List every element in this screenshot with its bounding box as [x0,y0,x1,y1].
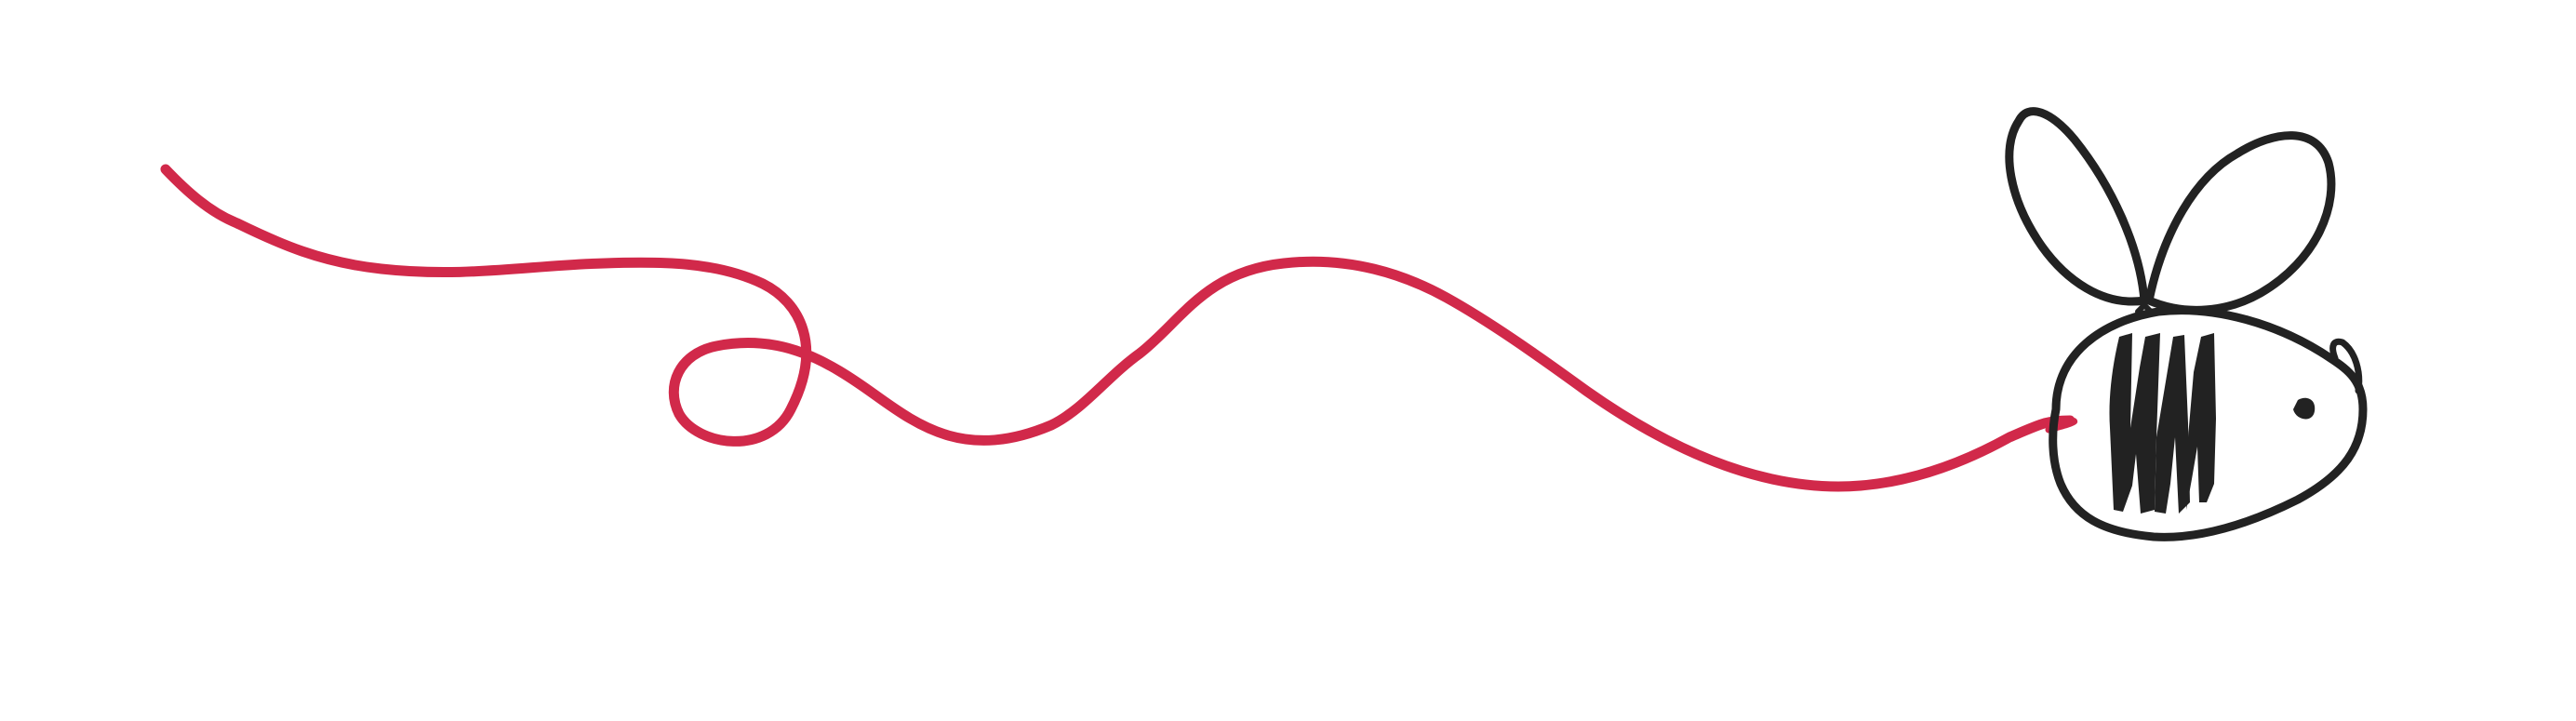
bee-stripes [2109,333,2216,514]
bee-right-wing [2144,131,2336,314]
bee-tail [2329,338,2363,394]
bee-icon [2005,107,2368,541]
bee-antennae [2135,302,2154,314]
bee-eye [2293,397,2316,420]
bee-stripe-3 [2186,333,2216,510]
flight-path-trail [160,164,2075,492]
bee-left-wing [2005,107,2149,306]
bee-body [2049,306,2368,541]
bee-stripe-1 [2109,333,2160,514]
bee-stripe-2 [2155,335,2190,514]
